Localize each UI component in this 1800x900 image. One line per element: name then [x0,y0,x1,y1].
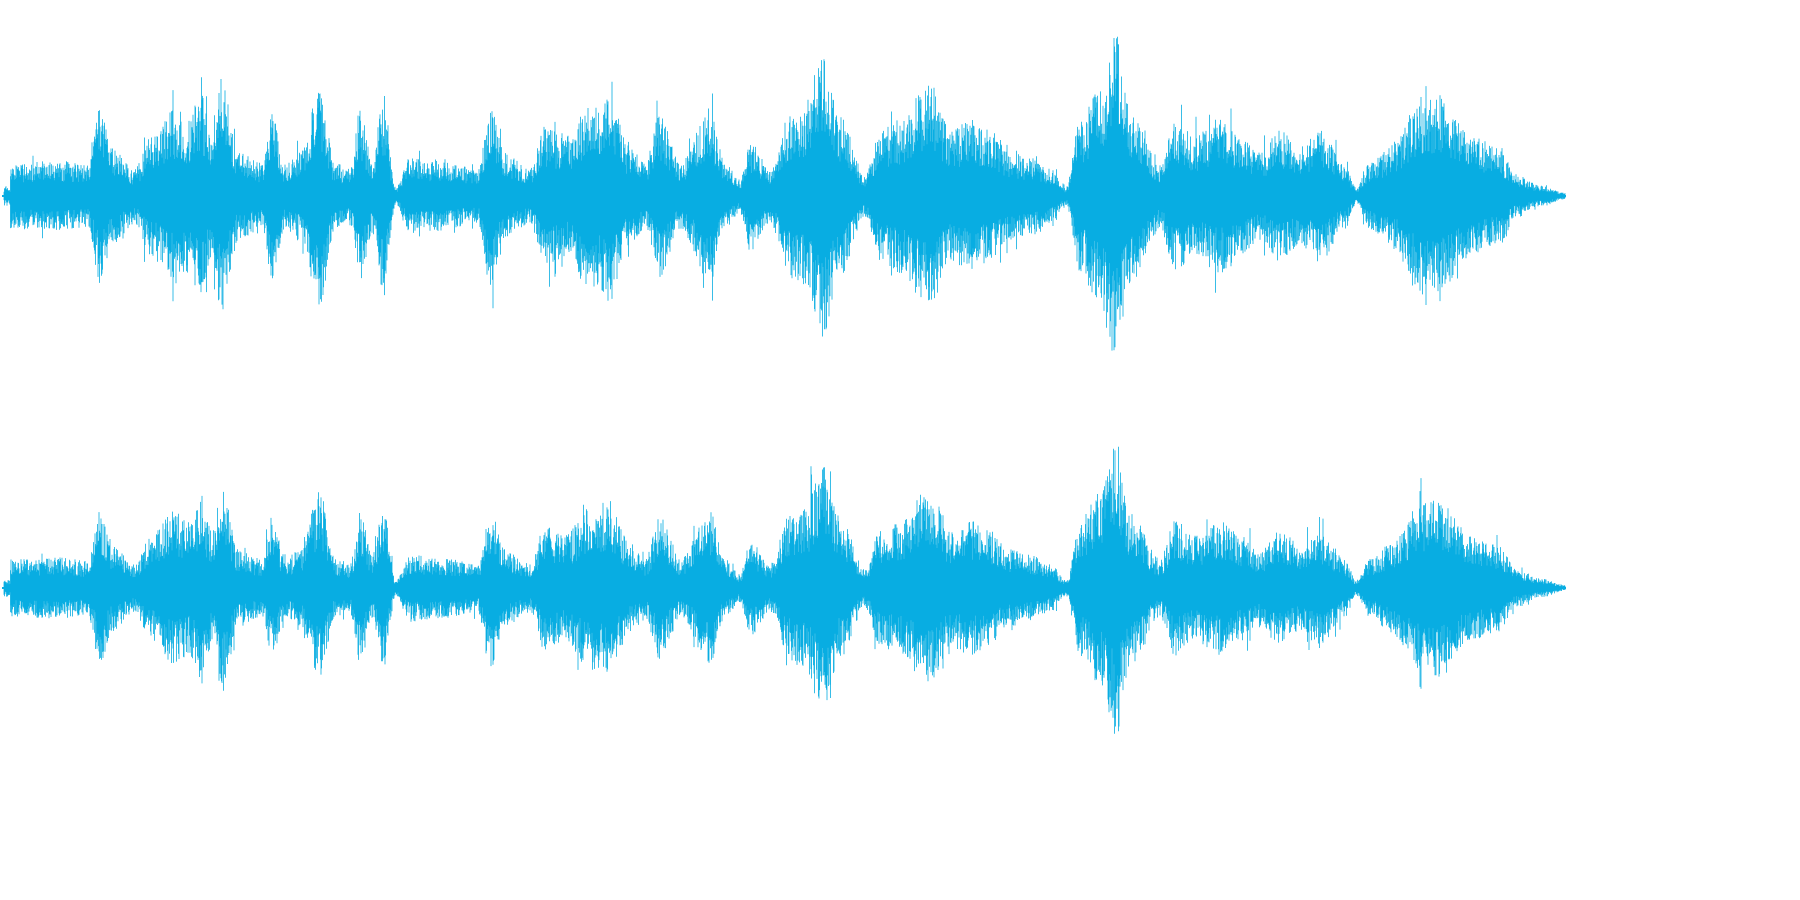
waveform-channel-right [2,446,1566,734]
waveform-channel-left [2,36,1566,351]
channel-bottom-trace [3,446,1566,734]
channel-top-trace [3,36,1566,351]
